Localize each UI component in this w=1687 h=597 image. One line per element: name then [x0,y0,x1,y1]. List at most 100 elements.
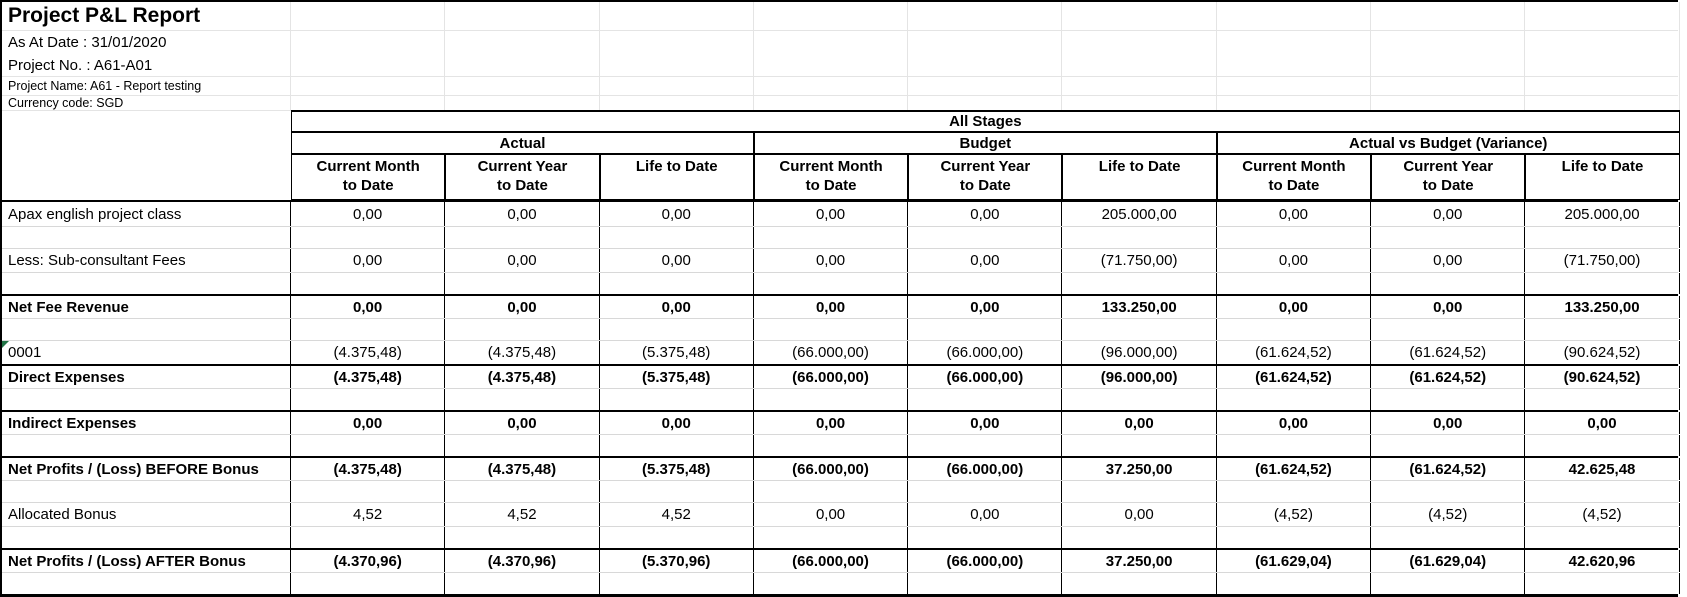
value-cell[interactable]: 133.250,00 [1525,296,1680,318]
value-cell[interactable]: 0,00 [445,412,600,434]
value-cell[interactable]: (4.370,96) [291,550,446,572]
value-cell[interactable] [1217,435,1372,456]
group-header-variance[interactable]: Actual vs Budget (Variance) [1216,132,1680,154]
value-cell[interactable]: (61.624,52) [1371,458,1526,480]
value-cell[interactable]: 0,00 [1217,296,1372,318]
value-cell[interactable] [908,319,1063,340]
row-label-cell[interactable] [2,227,291,248]
value-cell[interactable]: 37.250,00 [1062,550,1217,572]
row-label-cell[interactable] [2,573,291,594]
value-cell[interactable]: (4.375,48) [445,366,600,388]
value-cell[interactable]: 205.000,00 [1062,202,1217,226]
row-label-cell[interactable] [2,527,291,548]
value-cell[interactable] [1525,573,1680,594]
value-cell[interactable]: (61.624,52) [1217,458,1372,480]
value-cell[interactable]: (5.375,48) [600,341,754,364]
value-cell[interactable]: 42.625,48 [1525,458,1680,480]
value-cell[interactable] [600,481,754,502]
value-cell[interactable]: 0,00 [291,249,446,272]
value-cell[interactable] [1525,527,1680,548]
value-cell[interactable] [600,319,754,340]
value-cell[interactable]: 42.620,96 [1525,550,1680,572]
value-cell[interactable]: (61.629,04) [1217,550,1372,572]
value-cell[interactable]: 0,00 [754,503,909,526]
column-header[interactable]: Life to Date [1062,154,1217,200]
value-cell[interactable]: (4.375,48) [291,341,446,364]
value-cell[interactable] [1062,273,1217,294]
value-cell[interactable] [1525,435,1680,456]
value-cell[interactable] [754,227,909,248]
value-cell[interactable] [1062,435,1217,456]
row-label-cell[interactable]: Less: Sub-consultant Fees [2,249,291,272]
value-cell[interactable]: (66.000,00) [908,458,1063,480]
value-cell[interactable] [291,273,446,294]
value-cell[interactable] [291,435,446,456]
stage-header-cell[interactable]: All Stages [291,110,1680,132]
value-cell[interactable] [1062,319,1217,340]
value-cell[interactable] [1217,481,1372,502]
value-cell[interactable] [445,319,600,340]
column-header[interactable]: Current Year to Date [1371,154,1526,200]
row-label-cell[interactable]: Direct Expenses [2,366,291,388]
value-cell[interactable] [1062,227,1217,248]
value-cell[interactable] [1371,319,1526,340]
value-cell[interactable]: (5.375,48) [600,366,754,388]
group-header-budget[interactable]: Budget [753,132,1217,154]
value-cell[interactable] [1371,227,1526,248]
value-cell[interactable]: (66.000,00) [908,550,1063,572]
value-cell[interactable] [445,389,600,410]
value-cell[interactable]: (4.375,48) [445,341,600,364]
value-cell[interactable] [600,389,754,410]
value-cell[interactable] [600,573,754,594]
value-cell[interactable] [1371,273,1526,294]
value-cell[interactable] [291,481,446,502]
value-cell[interactable]: 0,00 [908,202,1063,226]
value-cell[interactable] [908,435,1063,456]
value-cell[interactable]: (96.000,00) [1062,341,1217,364]
column-header[interactable]: Life to Date [599,154,754,200]
value-cell[interactable] [600,527,754,548]
value-cell[interactable] [1217,319,1372,340]
value-cell[interactable]: 0,00 [1062,412,1217,434]
value-cell[interactable] [754,273,909,294]
value-cell[interactable]: (66.000,00) [754,366,909,388]
row-label-cell[interactable] [2,319,291,340]
row-label-cell[interactable]: Net Profits / (Loss) AFTER Bonus [2,550,291,572]
value-cell[interactable] [1525,273,1680,294]
value-cell[interactable]: (61.624,52) [1371,366,1526,388]
value-cell[interactable]: 4,52 [291,503,446,526]
value-cell[interactable]: (5.370,96) [600,550,754,572]
column-header[interactable]: Current Year to Date [445,154,600,200]
value-cell[interactable] [600,273,754,294]
row-label-cell[interactable]: 0001 [2,341,291,364]
value-cell[interactable] [908,573,1063,594]
value-cell[interactable] [1217,227,1372,248]
value-cell[interactable] [1371,573,1526,594]
value-cell[interactable] [1525,481,1680,502]
row-label-cell[interactable]: Net Fee Revenue [2,296,291,318]
row-label-cell[interactable]: Allocated Bonus [2,503,291,526]
value-cell[interactable] [445,435,600,456]
value-cell[interactable] [1062,481,1217,502]
value-cell[interactable]: (4,52) [1525,503,1680,526]
value-cell[interactable]: 0,00 [600,296,754,318]
value-cell[interactable]: 4,52 [600,503,754,526]
row-label-cell[interactable] [2,389,291,410]
value-cell[interactable] [908,273,1063,294]
value-cell[interactable] [445,227,600,248]
value-cell[interactable]: (4.375,48) [291,458,446,480]
column-header[interactable]: Current Month to Date [753,154,909,200]
value-cell[interactable]: 4,52 [445,503,600,526]
value-cell[interactable]: 0,00 [600,249,754,272]
value-cell[interactable] [600,435,754,456]
value-cell[interactable] [291,389,446,410]
value-cell[interactable] [908,481,1063,502]
row-label-cell[interactable] [2,481,291,502]
value-cell[interactable] [1062,527,1217,548]
column-header[interactable]: Current Month to Date [1216,154,1372,200]
value-cell[interactable]: (66.000,00) [908,366,1063,388]
value-cell[interactable] [1217,273,1372,294]
group-header-actual[interactable]: Actual [291,132,754,154]
value-cell[interactable] [908,389,1063,410]
value-cell[interactable] [291,319,446,340]
